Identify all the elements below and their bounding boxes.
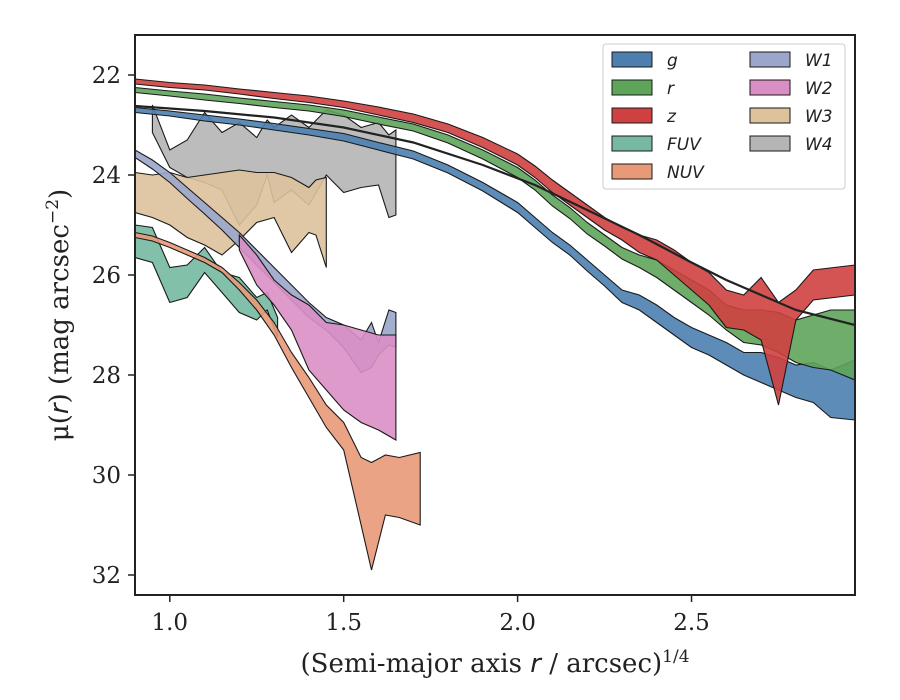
band-g bbox=[135, 106, 855, 421]
legend-label-nuv: NUV bbox=[667, 163, 705, 183]
y-tick-label: 30 bbox=[92, 463, 121, 489]
legend-label-g: g bbox=[667, 51, 678, 71]
x-axis: 1.0 1.5 2.0 2.5 bbox=[151, 595, 710, 636]
y-tick-label: 28 bbox=[92, 363, 121, 389]
profile-line-r bbox=[135, 104, 855, 327]
profile-lines-layer bbox=[135, 104, 855, 327]
legend-label-r: r bbox=[667, 79, 675, 99]
legend-label-fuv: FUV bbox=[667, 135, 702, 155]
y-tick-label: 32 bbox=[92, 563, 121, 589]
legend-swatch-r bbox=[611, 79, 653, 96]
x-tick-label: 1.0 bbox=[151, 610, 188, 636]
legend-swatch-w1 bbox=[749, 51, 791, 68]
legend-swatch-fuv bbox=[611, 135, 653, 152]
x-tick-label: 2.5 bbox=[673, 610, 710, 636]
legend-label-z: z bbox=[666, 107, 677, 127]
y-tick-label: 24 bbox=[92, 163, 121, 189]
y-tick-label: 22 bbox=[92, 63, 121, 89]
band-z bbox=[135, 78, 855, 406]
legend: grz FUV NUV W1 W2 W3 W4 bbox=[602, 43, 846, 190]
x-tick-label: 1.5 bbox=[325, 610, 362, 636]
bands-layer bbox=[135, 78, 855, 571]
band-nuv bbox=[135, 231, 421, 571]
x-tick-label: 2.0 bbox=[499, 610, 536, 636]
legend-swatch-w2 bbox=[749, 79, 791, 96]
legend-swatch-z bbox=[611, 107, 653, 124]
legend-swatch-nuv bbox=[611, 163, 653, 180]
y-axis: 22 24 26 28 30 32 bbox=[92, 63, 135, 589]
legend-swatch-w3 bbox=[749, 107, 791, 124]
y-axis-label: μ(r) (mag arcsec−2) bbox=[43, 189, 75, 441]
legend-swatch-g bbox=[611, 51, 653, 68]
legend-swatch-w4 bbox=[749, 135, 791, 152]
legend-label-w4: W4 bbox=[805, 135, 833, 155]
x-axis-label: (Semi-major axis r / arcsec)1/4 bbox=[300, 647, 689, 679]
legend-label-w3: W3 bbox=[805, 107, 833, 127]
legend-label-w2: W2 bbox=[805, 79, 833, 99]
legend-label-w1: W1 bbox=[805, 51, 833, 71]
band-w2 bbox=[238, 233, 397, 441]
plot-frame bbox=[134, 34, 856, 596]
y-tick-label: 26 bbox=[92, 263, 121, 289]
